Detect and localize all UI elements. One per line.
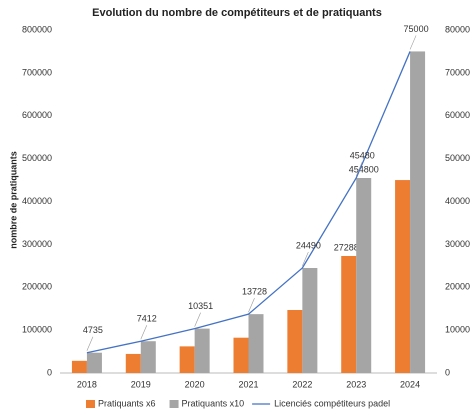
leader-line [409, 35, 417, 50]
bar [395, 180, 411, 373]
bar [140, 341, 156, 373]
bar [71, 360, 87, 373]
leader-line [302, 251, 309, 267]
bar [341, 256, 357, 373]
bar [86, 352, 102, 373]
y-tick-label: 100000 [22, 325, 52, 335]
data-label: 24490 [296, 240, 321, 250]
y2-tick-label: 80000 [445, 24, 470, 34]
y2-tick-label: 10000 [445, 325, 470, 335]
x-tick-label: 2024 [400, 379, 420, 389]
y2-tick-label: 50000 [445, 153, 470, 163]
data-label: 454800 [349, 164, 379, 174]
bar [356, 178, 372, 373]
legend-swatch [169, 400, 179, 408]
y-tick-label: 600000 [22, 110, 52, 120]
y-tick-label: 200000 [22, 282, 52, 292]
x-tick-label: 2023 [346, 379, 366, 389]
bar [248, 314, 264, 373]
y2-tick-label: 0 [445, 367, 450, 377]
bar [194, 328, 210, 373]
y2-tick-label: 70000 [445, 67, 470, 77]
legend-label: Licenciés compétiteurs padel [274, 398, 390, 408]
legend-label: Pratiquants x10 [182, 398, 245, 408]
bar [302, 267, 318, 373]
legend-swatch [86, 400, 95, 408]
y2-tick-label: 60000 [445, 110, 470, 120]
x-tick-label: 2021 [238, 379, 258, 389]
line [86, 51, 411, 354]
y-tick-label: 0 [47, 367, 52, 377]
data-label: 7412 [137, 314, 157, 324]
bar [410, 51, 426, 373]
data-label: 272880 [334, 242, 364, 252]
x-tick-label: 2019 [131, 379, 151, 389]
y-tick-label: 800000 [22, 24, 52, 34]
x-tick-label: 2020 [185, 379, 205, 389]
leader-line [194, 312, 201, 327]
data-label: 4735 [83, 325, 103, 335]
x-tick-label: 2018 [77, 379, 97, 389]
data-label: 45480 [350, 150, 375, 160]
bar [233, 337, 249, 373]
leader-line [86, 336, 94, 351]
data-label: 13728 [242, 287, 267, 297]
chart-title: Evolution du nombre de compétiteurs et d… [92, 7, 382, 19]
legend-label: Pratiquants x6 [98, 398, 156, 408]
y-axis-label: nombre de pratiquants [8, 151, 18, 249]
y2-tick-label: 40000 [445, 196, 470, 206]
leader-line [355, 161, 363, 177]
y2-tick-label: 30000 [445, 239, 470, 249]
y-tick-label: 500000 [22, 153, 52, 163]
data-label: 75000 [404, 24, 429, 34]
bar [179, 346, 195, 373]
leader-line [248, 298, 255, 313]
leader-line [140, 325, 148, 340]
bar [287, 309, 303, 373]
data-label: 10351 [188, 301, 213, 311]
y-tick-label: 700000 [22, 67, 52, 77]
y2-tick-label: 20000 [445, 282, 470, 292]
bar [125, 353, 141, 373]
y-tick-label: 300000 [22, 239, 52, 249]
y-tick-label: 400000 [22, 196, 52, 206]
x-tick-label: 2022 [292, 379, 312, 389]
